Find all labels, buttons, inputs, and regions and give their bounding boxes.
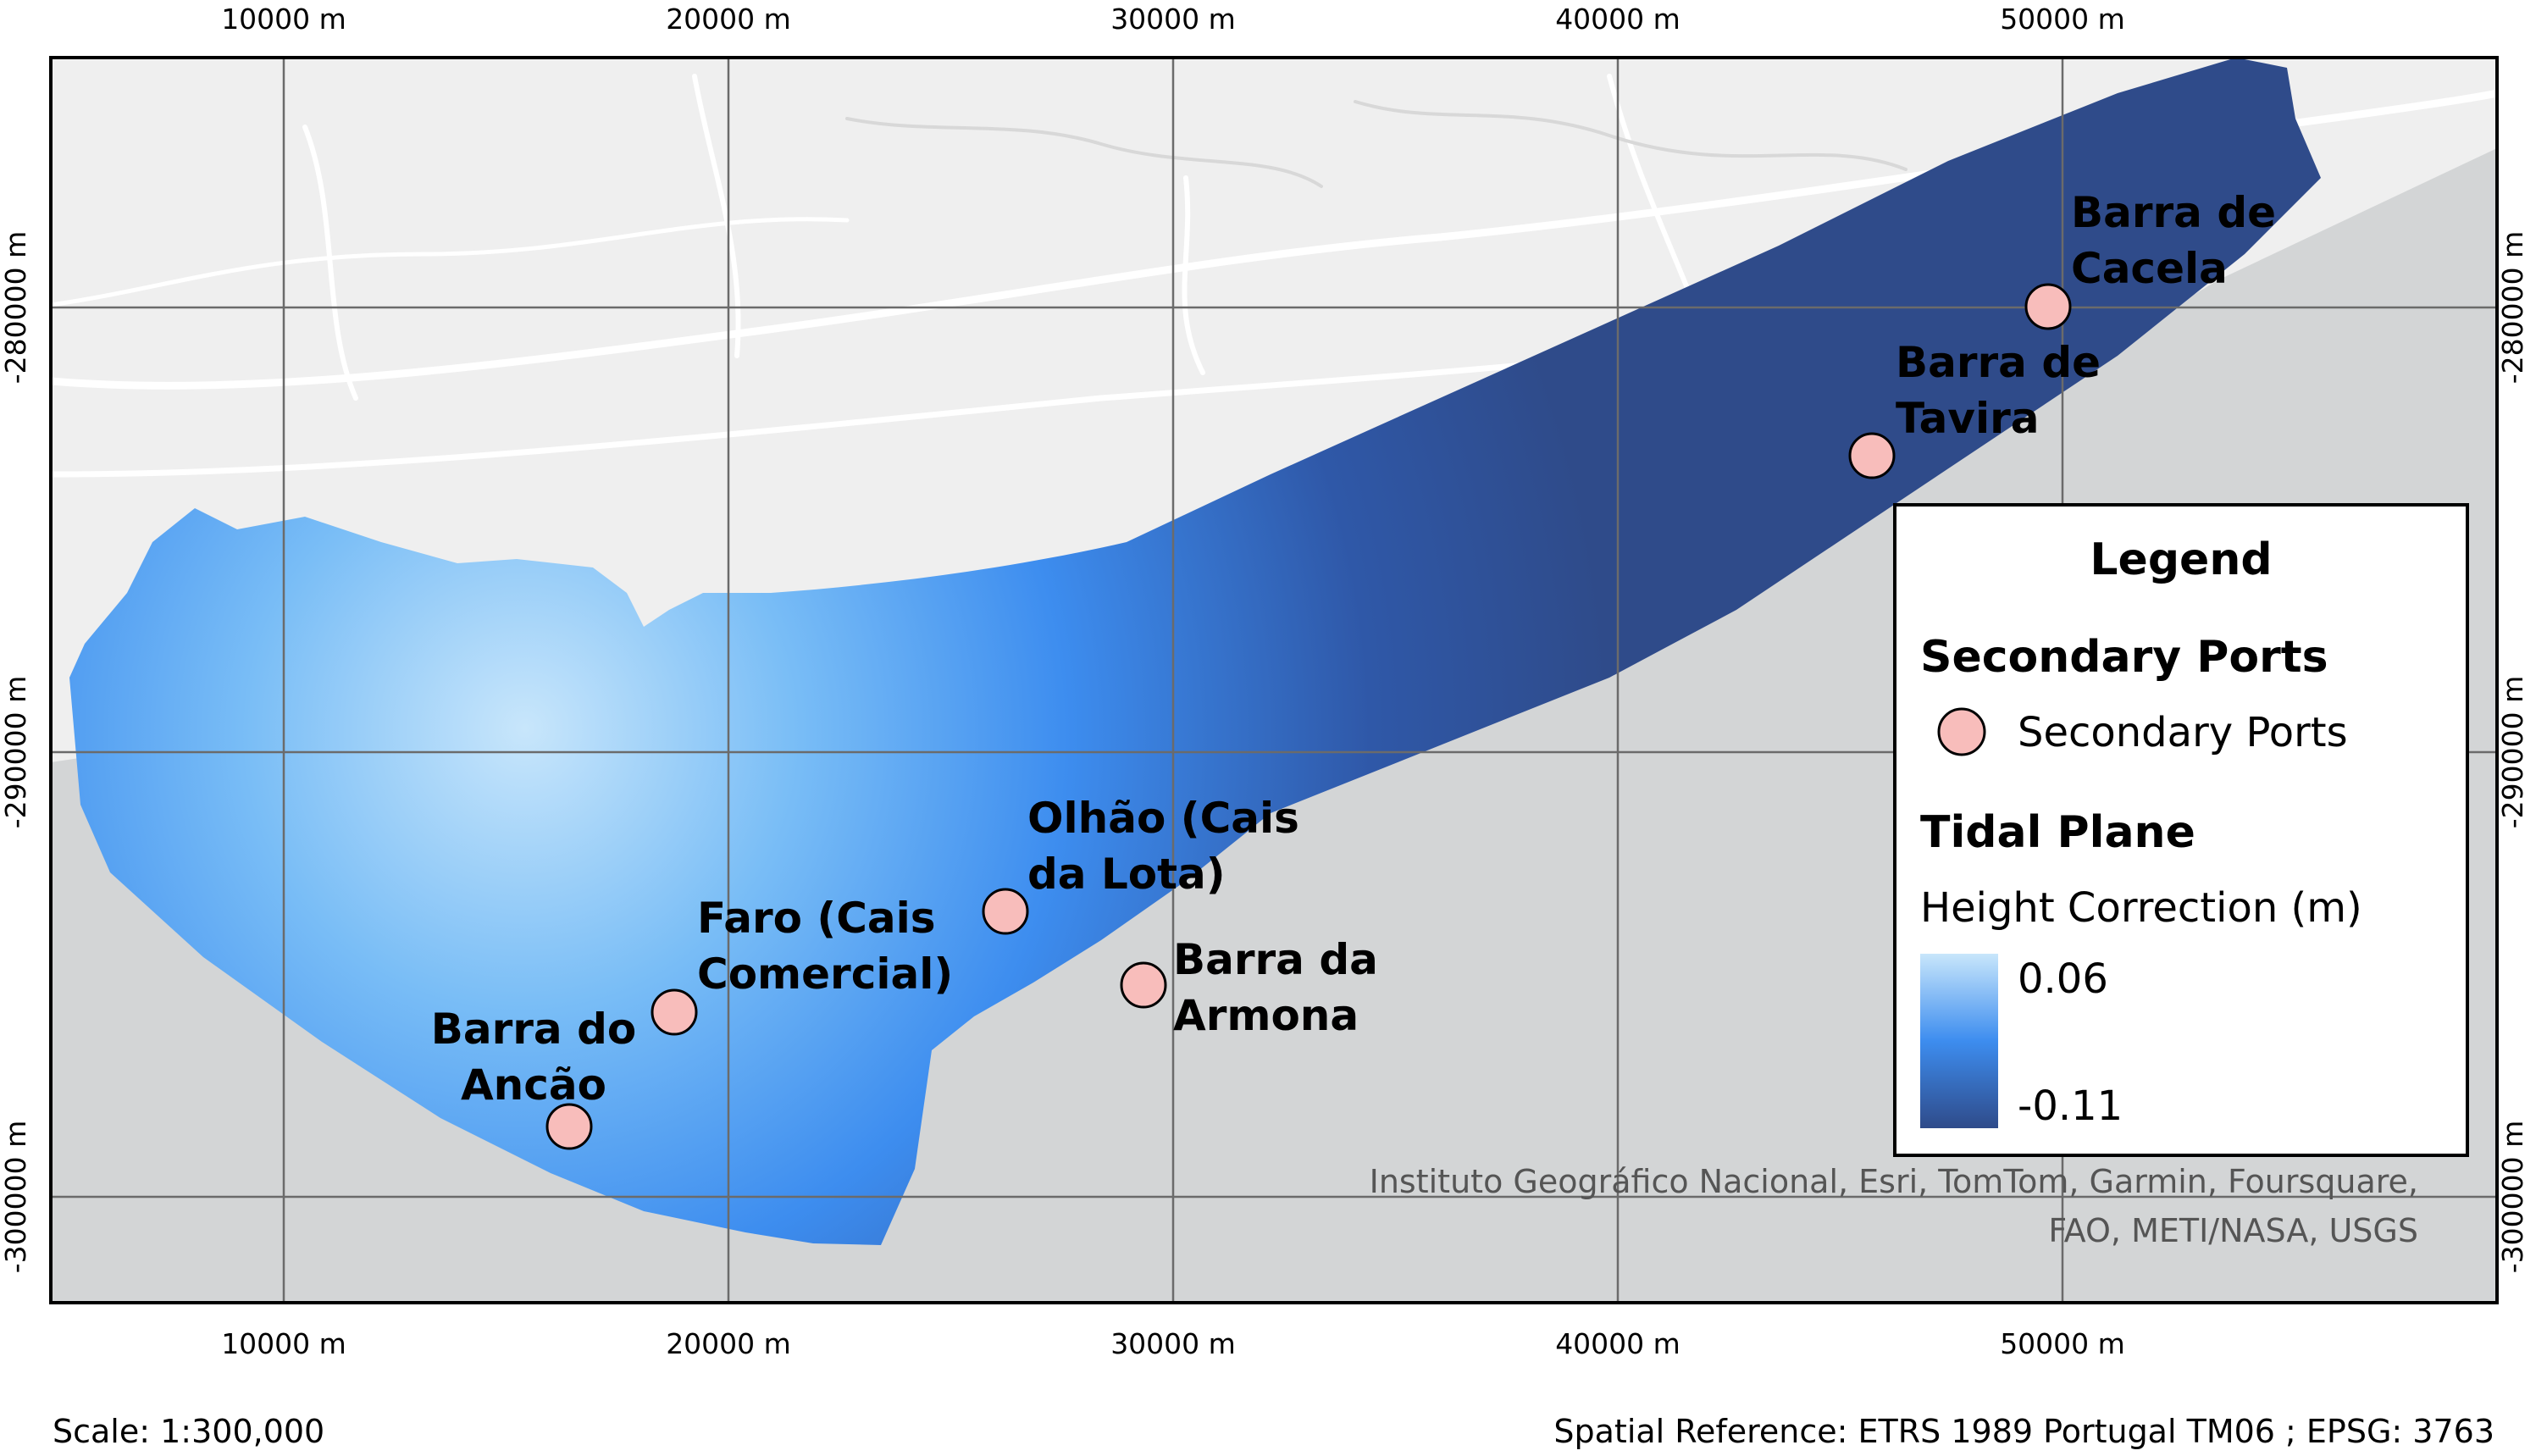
credits-line-2: FAO, METI/NASA, USGS	[2048, 1212, 2418, 1249]
y-tick-left-1: -280000 m	[0, 231, 32, 385]
port-marker-6[interactable]	[545, 1103, 593, 1150]
port-label-3-line-2: da Lota)	[1027, 850, 1226, 899]
x-tick-top-2: 20000 m	[666, 3, 791, 36]
x-tick-bottom-1: 10000 m	[221, 1327, 346, 1360]
port-label-4-line-2: Comercial)	[697, 949, 953, 999]
port-label-2-line-2: Tavira	[1896, 394, 2040, 443]
y-tick-right-1: -280000 m	[2496, 231, 2529, 385]
spatial-reference-text: Spatial Reference: ETRS 1989 Portugal TM…	[1553, 1413, 2494, 1450]
x-tick-top-1: 10000 m	[221, 3, 346, 36]
port-label-5-line-1: Barra da	[1173, 935, 1378, 984]
x-tick-bottom-5: 50000 m	[2000, 1327, 2125, 1360]
port-label-1-line-2: Cacela	[2071, 244, 2228, 293]
port-label-3-line-1: Olhão (Cais	[1027, 794, 1299, 843]
port-label-5-line-2: Armona	[1173, 991, 1359, 1040]
map-border	[49, 56, 2499, 1304]
y-tick-left-2: -290000 m	[0, 676, 32, 829]
legend-box: Legend Secondary Ports Secondary Ports T…	[1893, 503, 2469, 1157]
secondary-ports-layer: Barra de Cacela Barra de Tavira Olhão (Cais d…	[431, 188, 2276, 1150]
port-marker-5[interactable]	[1120, 961, 1167, 1009]
legend-ramp-min: -0.11	[2018, 1082, 2123, 1130]
x-tick-bottom-4: 40000 m	[1555, 1327, 1680, 1360]
y-tick-right-2: -290000 m	[2496, 676, 2529, 829]
legend-tidal-subtitle: Height Correction (m)	[1920, 884, 2362, 932]
legend-port-marker-icon	[1937, 707, 1986, 756]
credits-line-1: Instituto Geográfico Nacional, Esri, Tom…	[1370, 1163, 2418, 1200]
x-tick-bottom-3: 30000 m	[1110, 1327, 1236, 1360]
x-tick-bottom-2: 20000 m	[666, 1327, 791, 1360]
legend-ramp-max: 0.06	[2018, 955, 2108, 1003]
x-tick-top-4: 40000 m	[1555, 3, 1680, 36]
legend-color-ramp	[1920, 954, 1998, 1128]
x-tick-top-3: 30000 m	[1110, 3, 1236, 36]
port-label-2-line-1: Barra de	[1896, 338, 2101, 387]
map-credits: Instituto Geográfico Nacional, Esri, Tom…	[1370, 1163, 2418, 1249]
port-label-6-line-1: Barra do	[431, 1005, 636, 1054]
y-tick-left-3: -300000 m	[0, 1121, 32, 1274]
tidal-plane-surface	[69, 58, 2321, 1245]
legend-section-tidal: Tidal Plane	[1920, 807, 2195, 858]
port-marker-2[interactable]	[1848, 432, 1896, 479]
legend-section-ports: Secondary Ports	[1920, 632, 2328, 683]
port-marker-1[interactable]	[2024, 283, 2072, 330]
scale-text: Scale: 1:300,000	[53, 1413, 325, 1450]
port-marker-3[interactable]	[982, 888, 1029, 935]
y-tick-right-3: -300000 m	[2496, 1121, 2529, 1274]
port-marker-4[interactable]	[651, 988, 698, 1036]
port-label-4-line-1: Faro (Cais	[697, 894, 936, 943]
port-label-1-line-1: Barra de	[2071, 188, 2276, 237]
port-label-6-line-2: Ancão	[461, 1060, 606, 1110]
legend-title: Legend	[2090, 534, 2272, 585]
x-tick-top-5: 50000 m	[2000, 3, 2125, 36]
legend-ports-item: Secondary Ports	[2018, 709, 2348, 756]
coordinate-ticks: 10000 m 10000 m 20000 m 20000 m 30000 m 30000…	[0, 3, 2529, 1360]
